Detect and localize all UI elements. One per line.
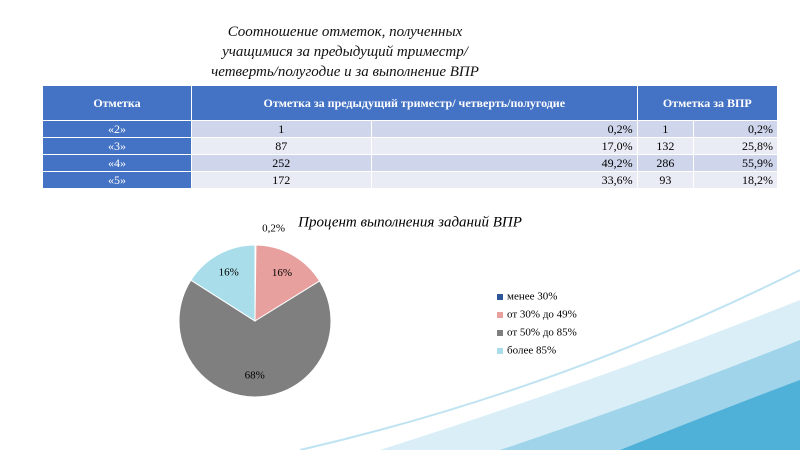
data-label: 16%: [272, 267, 292, 279]
chart-title: Процент выполнения заданий ВПР: [297, 214, 522, 230]
table-cell: 18,2%: [693, 171, 778, 189]
legend-label: от 30% до 49%: [507, 309, 577, 321]
legend-label: от 50% до 85%: [507, 327, 577, 339]
table-cell: 1: [636, 120, 695, 138]
data-label: 68%: [245, 369, 265, 381]
legend-label: менее 30%: [507, 291, 557, 303]
legend-swatch: [497, 312, 503, 318]
legend-swatch: [497, 294, 503, 300]
pie-slice: [254, 244, 321, 322]
grades-table: Отметка Отметка за предыдущий триместр/ …: [42, 85, 779, 189]
table-cell: «3»: [42, 137, 192, 155]
table-cell: 33,6%: [370, 171, 638, 189]
header-cell: Отметка: [42, 85, 192, 121]
pie-slice: [178, 279, 332, 398]
table-row: «4» 252 49,2% 286 55,9%: [42, 154, 778, 172]
table-row: «5» 172 33,6% 93 18,2%: [42, 171, 778, 189]
legend-label: более 85%: [507, 345, 556, 357]
slide-title: Соотношение отметок, полученных учащимис…: [211, 24, 479, 80]
table-cell: 87: [191, 137, 372, 155]
table-cell: «2»: [42, 120, 192, 138]
table-cell: 1: [191, 120, 372, 138]
table-cell: 132: [636, 137, 695, 155]
table-cell: 0,2%: [370, 120, 638, 138]
pie-slice: [190, 244, 256, 322]
table-cell: «5»: [42, 171, 192, 189]
table-row: «3» 87 17,0% 132 25,8%: [42, 137, 778, 155]
header-cell: Отметка за ВПР: [636, 85, 779, 121]
table-cell: 172: [191, 171, 372, 189]
data-label: 0,2%: [262, 223, 285, 235]
data-label: 16%: [219, 267, 239, 279]
legend-swatch: [497, 348, 503, 354]
header-cell: Отметка за предыдущий триместр/ четверть…: [191, 85, 638, 121]
legend-swatch: [497, 330, 503, 336]
